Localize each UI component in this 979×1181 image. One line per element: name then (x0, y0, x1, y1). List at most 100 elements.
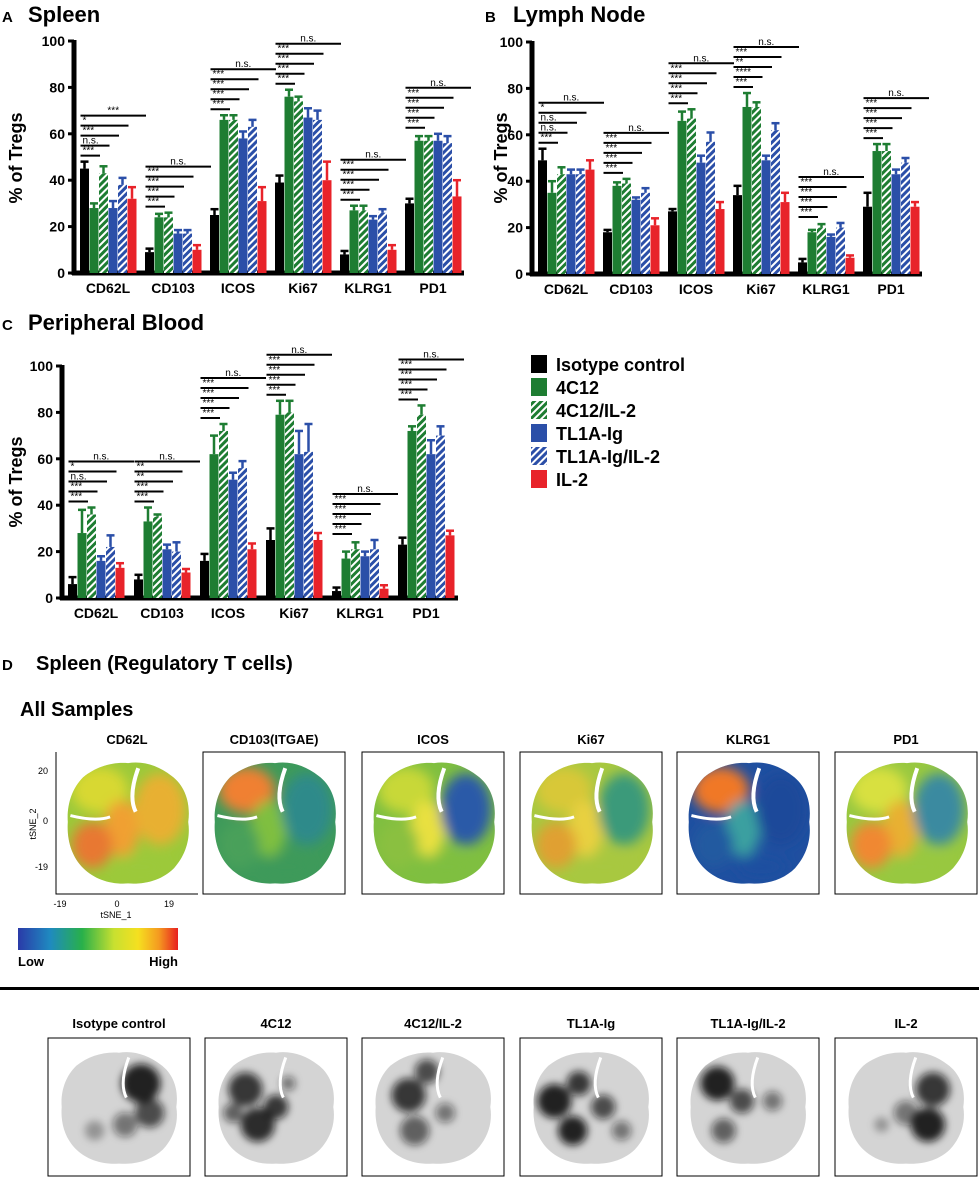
y-axis-label: % of Tregs (6, 436, 26, 527)
significance-label: *** (335, 514, 347, 525)
panel-letter-d: D (2, 657, 13, 674)
bar (143, 521, 153, 598)
bar (134, 579, 143, 598)
y-tick-label: 20 (49, 219, 65, 235)
significance-label: *** (671, 83, 683, 94)
tsne-marker-title: Ki67 (577, 732, 604, 747)
tsne-marker-map: Ki67 (519, 732, 663, 895)
bar (154, 217, 164, 273)
colorbar-low-label: Low (18, 954, 45, 969)
category-label: CD62L (86, 280, 131, 296)
y-tick-label: 0 (45, 590, 53, 606)
significance-label: ** (736, 57, 744, 68)
category-label: PD1 (877, 281, 904, 297)
bar (706, 141, 715, 274)
significance-label: ** (137, 472, 145, 483)
panel-a-spleen: A Spleen % of Tregs020406080100CD62L***n… (2, 2, 471, 296)
tsne-marker-title: CD62L (106, 732, 147, 747)
bar (248, 126, 257, 273)
bar (715, 209, 725, 274)
bar (742, 106, 752, 275)
significance-label: *** (401, 369, 413, 380)
bar (379, 588, 389, 598)
category-label: Ki67 (288, 280, 318, 296)
bar (106, 546, 115, 598)
bar (771, 130, 780, 274)
category-label: Ki67 (279, 605, 309, 621)
significance-label: n.s. (888, 88, 904, 99)
y-tick-label: 40 (37, 497, 53, 513)
bar (349, 210, 359, 273)
significance-label: n.s. (365, 150, 381, 161)
significance-label: *** (401, 359, 413, 370)
tsne-density-map: Isotype control (47, 1016, 191, 1177)
significance-label: **** (736, 67, 752, 78)
tsne-cells (67, 762, 189, 884)
category-label: PD1 (412, 605, 439, 621)
bar (547, 192, 557, 274)
bar (622, 183, 631, 274)
tsne-frame (202, 751, 346, 895)
colorbar (18, 928, 178, 950)
significance-label: n.s. (541, 113, 557, 124)
bar (891, 174, 901, 274)
category-label: CD62L (544, 281, 589, 297)
significance-label: *** (83, 126, 95, 137)
tsne-marker-map: CD62L (55, 732, 198, 895)
bar (96, 560, 106, 598)
significance-label: *** (408, 108, 420, 119)
significance-label: n.s. (225, 368, 241, 379)
bar (173, 233, 183, 273)
bar (99, 173, 108, 273)
significance-label: *** (148, 197, 160, 208)
significance-label: *** (278, 44, 290, 55)
bar (229, 119, 238, 273)
significance-label: * (71, 462, 75, 473)
significance-label: *** (269, 365, 281, 376)
legend-swatch (531, 355, 547, 373)
significance-label: n.s. (423, 349, 439, 360)
tsne-y-tick: -19 (35, 862, 48, 872)
legend-swatch (531, 424, 547, 442)
tsne-density-map: TL1A-Ig/IL-2 (676, 1016, 820, 1177)
bar (433, 140, 443, 273)
bar (118, 184, 127, 273)
y-tick-label: 60 (37, 451, 53, 467)
category-label: KLRG1 (802, 281, 850, 297)
tsne-axes (55, 752, 198, 895)
y-axis-label: % of Tregs (491, 112, 511, 203)
bar (398, 544, 407, 598)
tsne-x-tick: -19 (53, 899, 66, 909)
bar (452, 196, 462, 273)
bar (826, 236, 836, 274)
significance-label: *** (335, 494, 347, 505)
bar (405, 203, 414, 273)
significance-label: *** (736, 77, 748, 88)
bar (445, 535, 455, 598)
bar (677, 120, 687, 274)
tsne-frame (361, 751, 505, 895)
panel-title-d: Spleen (Regulatory T cells) (36, 653, 293, 675)
category-label: ICOS (221, 280, 255, 296)
all-samples-label: All Samples (20, 699, 133, 721)
y-tick-label: 80 (507, 80, 523, 96)
bar (80, 168, 89, 273)
bar (153, 516, 162, 598)
tsne-cells (688, 762, 810, 884)
bar (752, 106, 761, 275)
bar (200, 560, 209, 598)
tsne-marker-map: PD1 (834, 732, 978, 895)
bar (247, 549, 257, 598)
tsne-density-map: IL-2 (834, 1016, 978, 1177)
significance-label: *** (269, 385, 281, 396)
bar (882, 151, 891, 274)
y-tick-label: 0 (57, 265, 65, 281)
bar (275, 182, 284, 273)
significance-label: n.s. (357, 484, 373, 495)
panel-title-a: Spleen (28, 2, 100, 27)
bar (426, 454, 436, 598)
significance-label: *** (408, 88, 420, 99)
bar (798, 262, 807, 274)
y-axis-label: % of Tregs (6, 112, 26, 203)
panel-d-tsne: D Spleen (Regulatory T cells) All Sample… (0, 653, 979, 1177)
